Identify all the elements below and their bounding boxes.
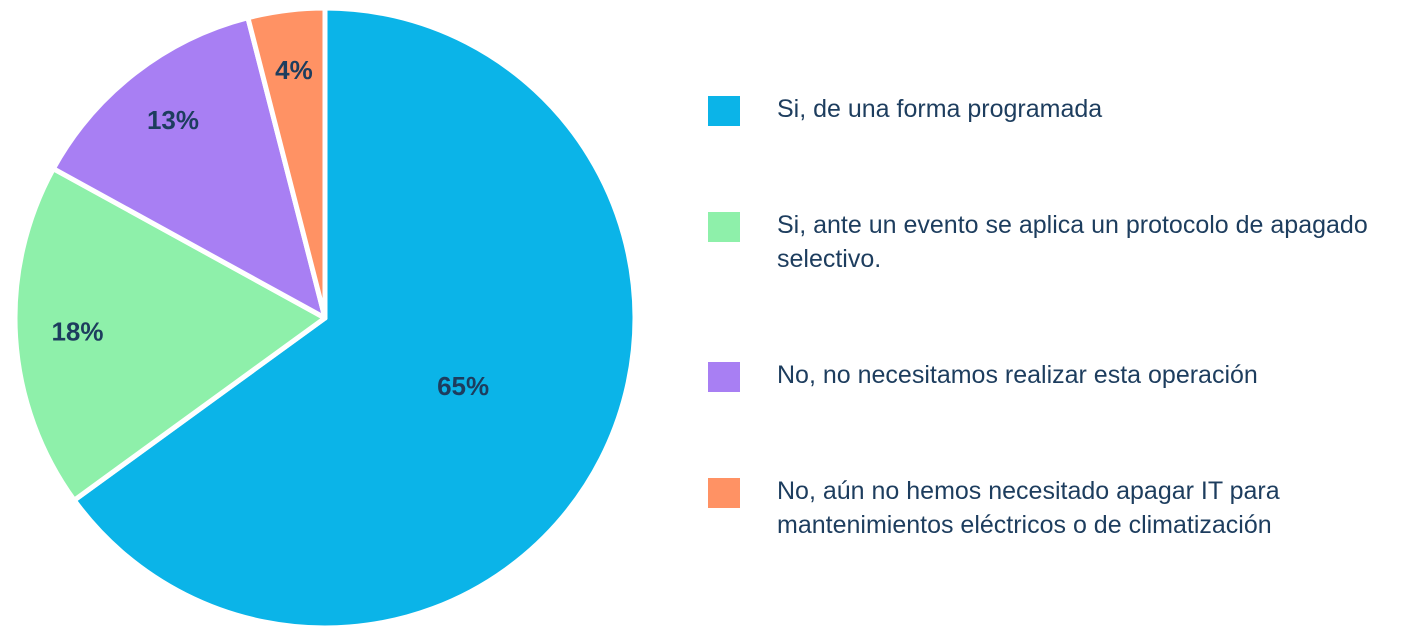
legend-item: Si, ante un evento se aplica un protocol… xyxy=(708,208,1420,276)
pie-slice xyxy=(50,15,328,321)
legend-swatch xyxy=(708,362,740,392)
data-label: 4% xyxy=(275,55,313,85)
data-label: 65% xyxy=(437,371,489,401)
data-label: 13% xyxy=(147,105,199,135)
legend-label: No, no necesitamos realizar esta operaci… xyxy=(777,361,1258,389)
legend-swatch xyxy=(708,478,740,508)
pie-slice xyxy=(71,5,638,628)
pie-slice xyxy=(245,5,328,321)
legend-item: No, no necesitamos realizar esta operaci… xyxy=(708,358,1420,392)
legend-label: Si, de una forma programada xyxy=(777,95,1103,123)
legend-item: No, aún no hemos necesitado apagar IT pa… xyxy=(708,474,1420,542)
legend-item: Si, de una forma programada xyxy=(708,92,1420,126)
pie-chart: 65% 18% 13% 4% xyxy=(12,5,638,628)
legend-label: Si, ante un evento se aplica un protocol… xyxy=(777,211,1368,273)
legend-swatch xyxy=(708,96,740,126)
legend-label: No, aún no hemos necesitado apagar IT pa… xyxy=(777,477,1280,539)
data-label: 18% xyxy=(51,316,103,346)
legend-swatch xyxy=(708,212,740,242)
pie-slice xyxy=(12,166,328,503)
legend: Si, de una forma programada Si, ante un e… xyxy=(708,92,1420,542)
